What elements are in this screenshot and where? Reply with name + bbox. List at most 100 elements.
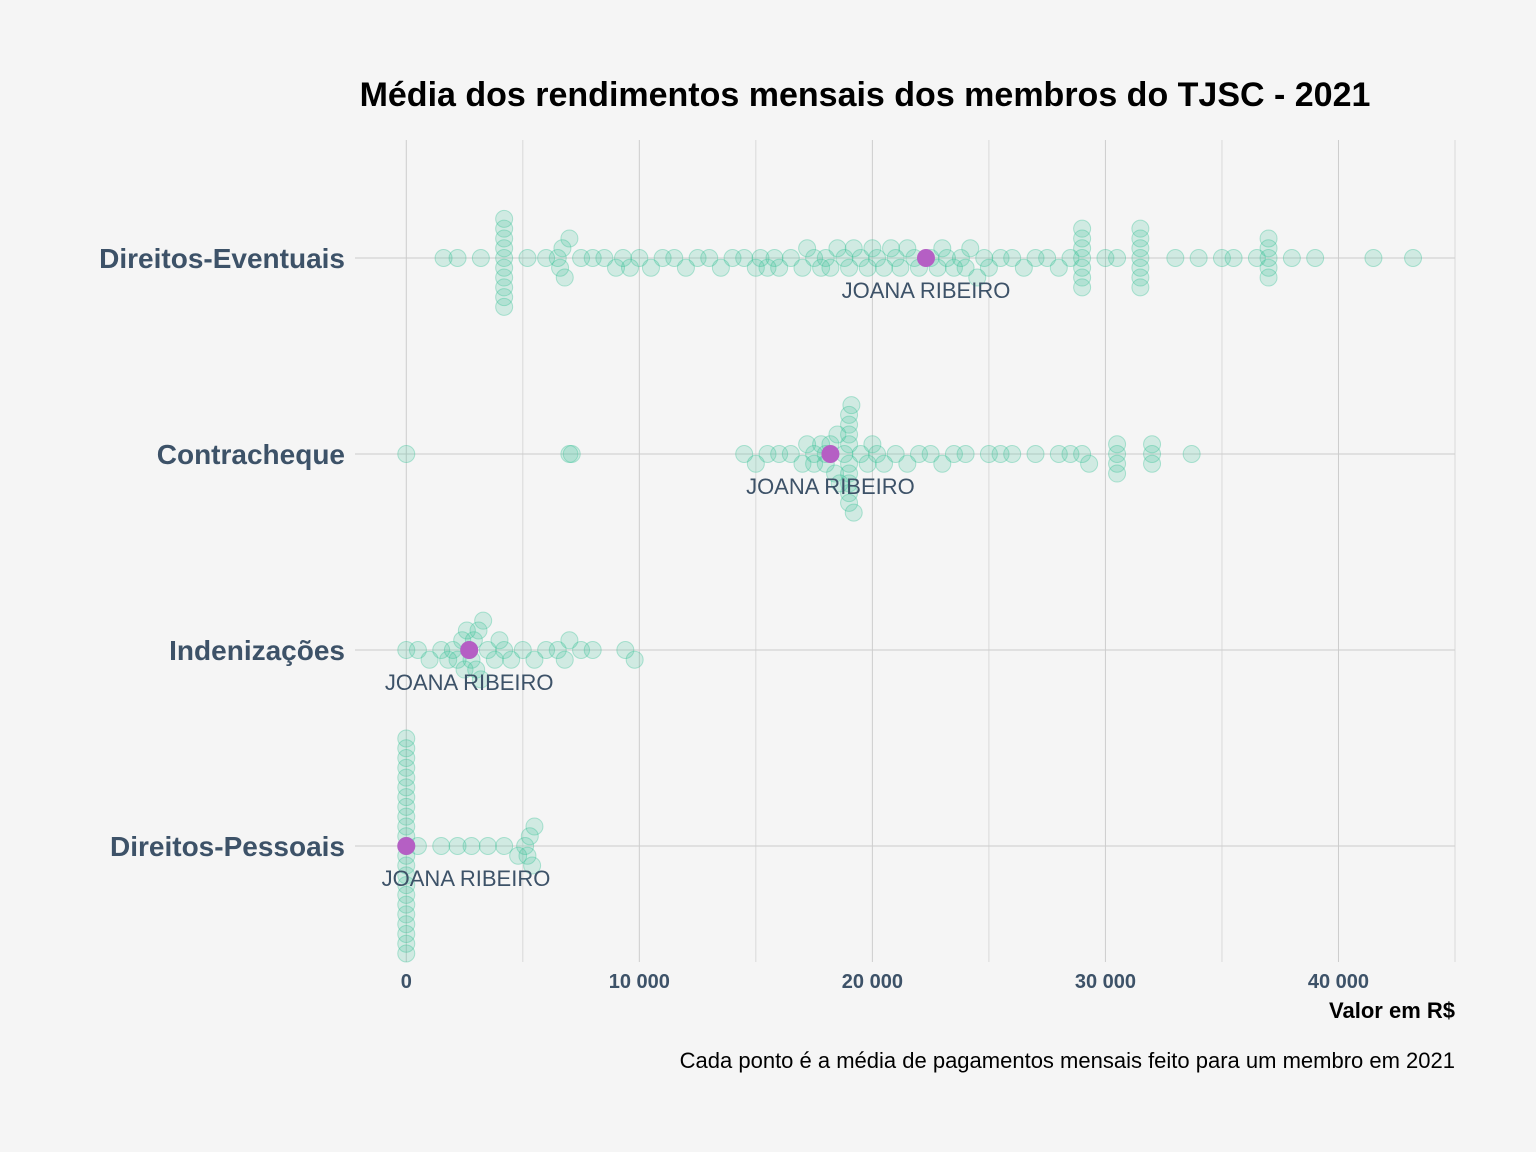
data-point bbox=[933, 454, 952, 473]
data-point bbox=[1259, 249, 1278, 267]
data-point bbox=[1259, 268, 1278, 287]
highlight-label: JOANA RIBEIRO bbox=[385, 670, 554, 695]
data-point bbox=[735, 445, 754, 463]
data-point bbox=[614, 249, 633, 267]
data-point bbox=[991, 445, 1010, 463]
data-point bbox=[765, 249, 784, 267]
data-point bbox=[793, 258, 812, 277]
data-point bbox=[523, 856, 542, 875]
data-point bbox=[490, 631, 509, 650]
data-point bbox=[1404, 249, 1423, 267]
data-point bbox=[397, 797, 416, 816]
data-point bbox=[844, 239, 863, 258]
data-point bbox=[751, 249, 770, 267]
data-point bbox=[840, 258, 859, 277]
data-point bbox=[562, 445, 581, 463]
data-point bbox=[851, 249, 870, 267]
data-point bbox=[805, 454, 824, 473]
data-point bbox=[1143, 445, 1162, 463]
data-point bbox=[891, 258, 910, 277]
data-point bbox=[1131, 278, 1150, 297]
data-point bbox=[840, 454, 859, 473]
x-tick-label: 10 000 bbox=[609, 971, 670, 993]
data-point bbox=[956, 258, 975, 277]
data-point bbox=[397, 915, 416, 934]
data-point bbox=[1026, 249, 1045, 267]
data-point bbox=[840, 425, 859, 444]
data-point bbox=[420, 650, 439, 669]
data-point bbox=[397, 895, 416, 914]
data-point bbox=[798, 435, 817, 454]
data-point bbox=[921, 445, 940, 463]
data-point bbox=[641, 258, 660, 277]
data-point bbox=[495, 837, 514, 855]
data-point bbox=[937, 249, 956, 267]
data-point bbox=[828, 425, 847, 444]
data-point bbox=[553, 239, 572, 258]
data-point bbox=[770, 445, 789, 463]
x-tick-labels: 0 10 000 20 000 30 000 40 000 bbox=[401, 971, 1369, 993]
category-label: Direitos-Eventuais bbox=[99, 243, 345, 274]
data-point bbox=[551, 258, 570, 277]
data-point bbox=[548, 641, 567, 659]
data-point bbox=[676, 258, 695, 277]
data-point bbox=[1038, 249, 1057, 267]
data-point bbox=[1143, 454, 1162, 473]
data-point bbox=[397, 856, 416, 875]
data-point bbox=[457, 621, 476, 640]
data-point bbox=[711, 258, 730, 277]
data-point bbox=[555, 650, 574, 669]
data-point bbox=[495, 258, 514, 277]
data-point bbox=[572, 249, 591, 267]
data-point bbox=[572, 641, 591, 659]
x-tick-label: 0 bbox=[401, 971, 412, 993]
data-point bbox=[397, 739, 416, 758]
data-point bbox=[781, 445, 800, 463]
data-point bbox=[495, 209, 514, 228]
data-point bbox=[858, 258, 877, 277]
data-point bbox=[1073, 445, 1092, 463]
chart-caption: Cada ponto é a média de pagamentos mensa… bbox=[680, 1048, 1455, 1073]
data-point bbox=[548, 249, 567, 267]
data-point bbox=[898, 239, 917, 258]
data-point bbox=[1073, 249, 1092, 267]
data-point bbox=[495, 219, 514, 238]
data-point bbox=[469, 621, 488, 640]
data-point bbox=[509, 846, 528, 865]
data-point bbox=[495, 268, 514, 287]
highlight-point bbox=[397, 837, 416, 855]
data-point bbox=[700, 249, 719, 267]
data-point bbox=[735, 249, 754, 267]
data-point bbox=[758, 445, 777, 463]
data-point bbox=[525, 817, 544, 836]
data-point bbox=[397, 641, 416, 659]
data-point bbox=[1073, 219, 1092, 238]
data-point bbox=[1073, 268, 1092, 287]
data-point bbox=[1306, 249, 1325, 267]
data-point bbox=[439, 650, 458, 669]
data-point bbox=[840, 405, 859, 424]
data-point bbox=[583, 641, 602, 659]
data-point bbox=[928, 258, 947, 277]
data-point bbox=[1182, 445, 1201, 463]
data-point bbox=[478, 837, 497, 855]
data-point bbox=[909, 445, 928, 463]
data-point bbox=[432, 837, 451, 855]
data-point bbox=[397, 768, 416, 787]
data-point bbox=[1003, 249, 1022, 267]
data-point bbox=[868, 249, 887, 267]
x-tick-label: 20 000 bbox=[842, 971, 903, 993]
data-point bbox=[875, 454, 894, 473]
data-point bbox=[1143, 435, 1162, 454]
highlight-points: JOANA RIBEIRO JOANA RIBEIRO JOANA RIBEIRO J… bbox=[382, 249, 1010, 891]
data-point bbox=[1259, 239, 1278, 258]
data-point bbox=[471, 249, 490, 267]
data-point bbox=[537, 641, 556, 659]
data-point bbox=[858, 454, 877, 473]
data-point bbox=[975, 249, 994, 267]
data-point bbox=[518, 846, 537, 865]
data-point bbox=[840, 415, 859, 434]
data-point bbox=[1096, 249, 1115, 267]
data-point bbox=[478, 641, 497, 659]
